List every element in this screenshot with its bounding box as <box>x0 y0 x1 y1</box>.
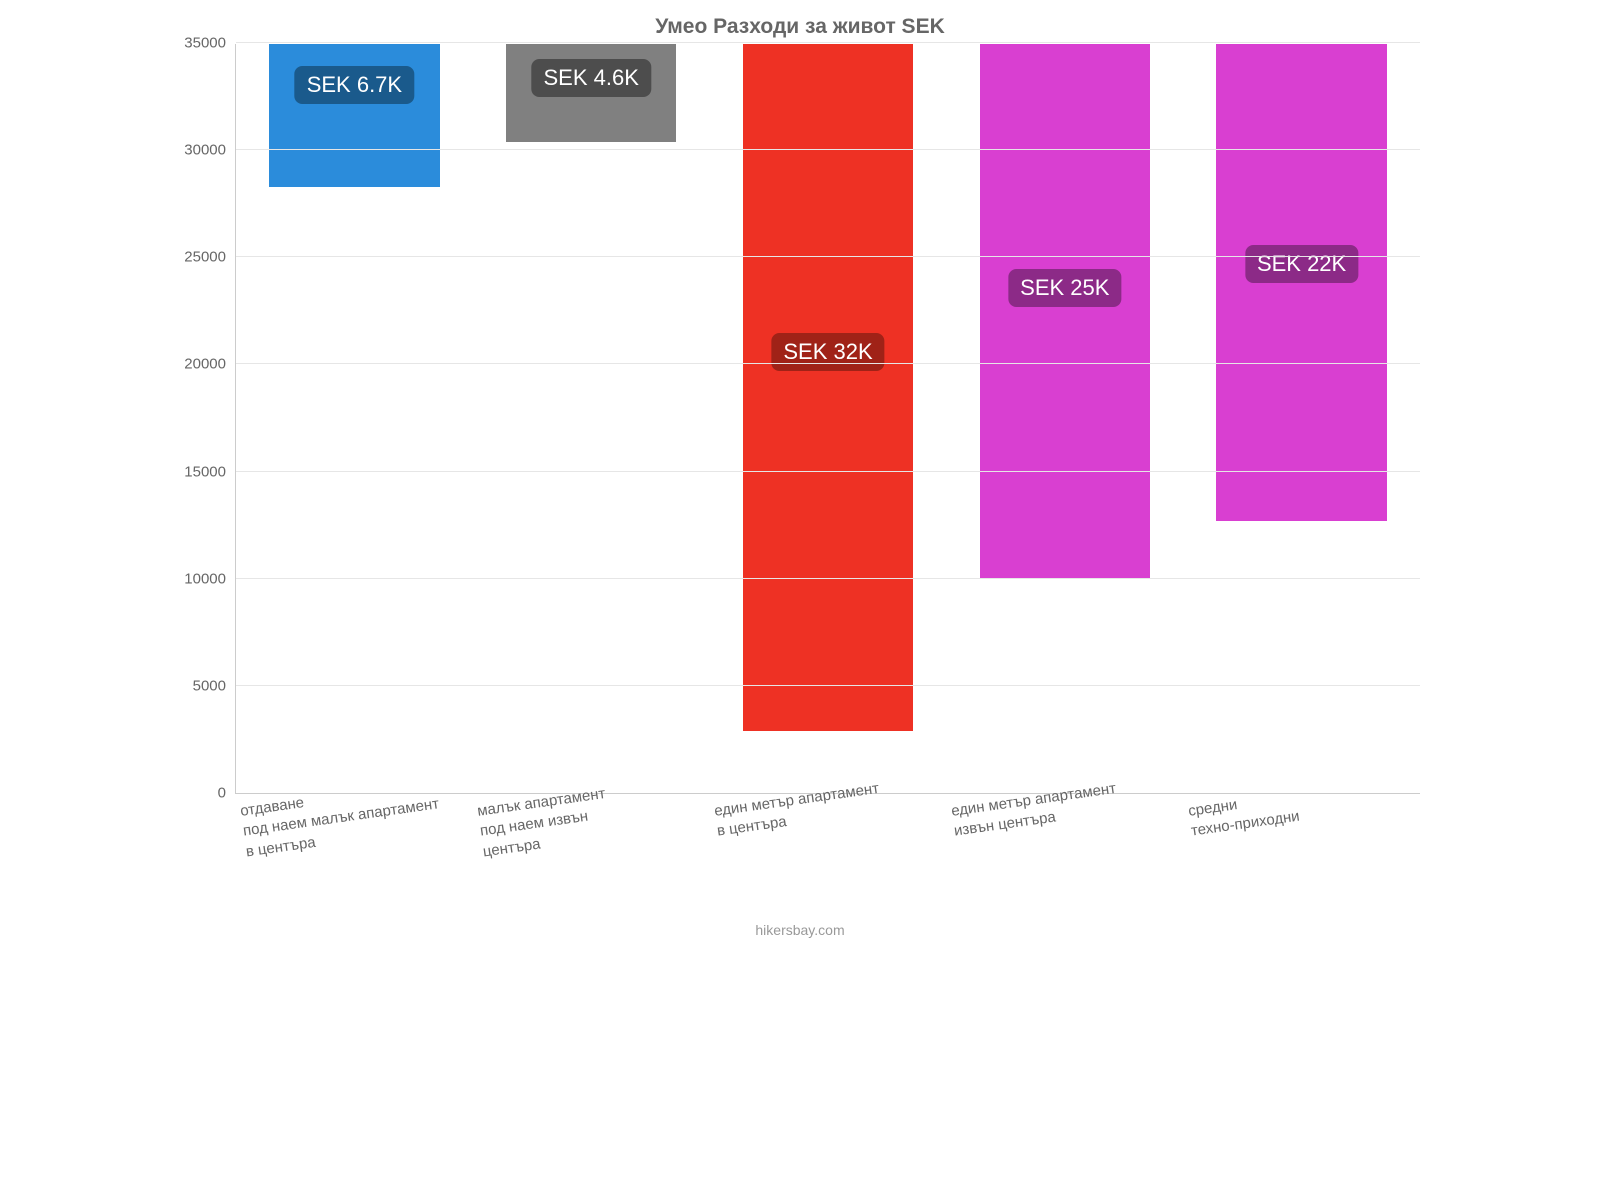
ytick-label: 35000 <box>176 35 226 52</box>
gridline <box>236 256 1420 257</box>
ytick-label: 5000 <box>176 677 226 694</box>
bar-slot: SEK 4.6K <box>473 44 710 793</box>
bar-value-label: SEK 32K <box>771 333 884 371</box>
ytick-label: 20000 <box>176 356 226 373</box>
bar-value-label: SEK 22K <box>1245 245 1358 283</box>
ytick-label: 25000 <box>176 249 226 266</box>
bar-value-label: SEK 6.7K <box>295 66 414 104</box>
bar: SEK 25K <box>980 44 1150 579</box>
gridline <box>236 42 1420 43</box>
bar: SEK 22K <box>1216 44 1386 521</box>
bars-group: SEK 6.7K SEK 4.6K SEK 32K SEK 25K SEK 22K <box>236 44 1420 793</box>
chart-title: Умео Разходи за живот SEK <box>160 15 1440 39</box>
bar-slot: SEK 32K <box>710 44 947 793</box>
attribution-text: hikersbay.com <box>160 922 1440 938</box>
x-axis-labels: отдаване под наем малък апартамент в цен… <box>235 794 1420 914</box>
bar-slot: SEK 25K <box>946 44 1183 793</box>
gridline <box>236 578 1420 579</box>
bar-slot: SEK 6.7K <box>236 44 473 793</box>
bar: SEK 4.6K <box>506 44 676 142</box>
plot-area: SEK 6.7KSEK 4.6KSEK 32KSEK 25KSEK 22K 05… <box>235 44 1420 794</box>
bar-slot: SEK 22K <box>1183 44 1420 793</box>
xtick-label: средни техно-приходни <box>1187 787 1301 842</box>
ytick-label: 15000 <box>176 463 226 480</box>
bar: SEK 6.7K <box>269 44 439 187</box>
gridline <box>236 149 1420 150</box>
gridline <box>236 363 1420 364</box>
ytick-label: 30000 <box>176 142 226 159</box>
bar: SEK 32K <box>743 44 913 731</box>
bar-value-label: SEK 25K <box>1008 269 1121 307</box>
ytick-label: 10000 <box>176 570 226 587</box>
ytick-label: 0 <box>176 785 226 802</box>
gridline <box>236 685 1420 686</box>
gridline <box>236 471 1420 472</box>
xtick-label: малък апартамент под наем извън центъра <box>476 784 612 862</box>
bar-value-label: SEK 4.6K <box>531 59 650 97</box>
cost-of-living-chart: Умео Разходи за живот SEK SEK 6.7K SEK 4.… <box>160 0 1440 960</box>
